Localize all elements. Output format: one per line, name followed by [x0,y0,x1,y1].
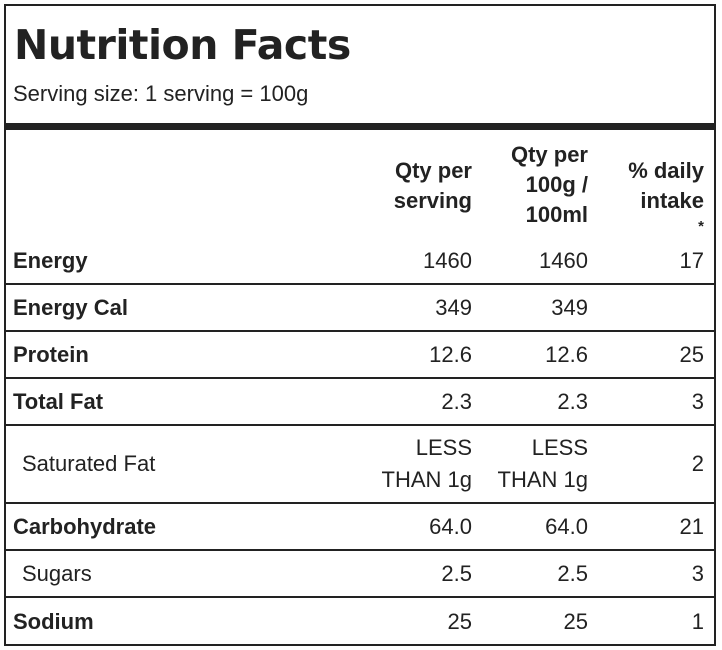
qty-per-serving-value: 12.6 [429,339,472,371]
nutrient-name: Sodium [13,609,94,634]
qty-per-100: 25 [564,598,588,646]
header-per-100-line: Qty per [510,142,588,167]
table-row: Sugars 2.5 2.5 3 [6,551,714,598]
qty-per-serving-line: THAN 1g [381,467,472,492]
table-row: Energy 1460 1460 17 [6,238,714,285]
qty-per-serving-value: LESS THAN 1g [382,432,472,496]
serving-size: Serving size: 1 serving = 100g [13,81,309,106]
qty-per-serving-line: 64.0 [429,513,472,539]
qty-per-serving-value: 349 [435,292,472,324]
qty-per-100-value: LESS THAN 1g [498,432,588,496]
qty-per-serving-value: 2.5 [441,558,472,590]
qty-per-100-line: 2.3 [557,388,588,414]
qty-per-100-line: 1460 [539,247,588,273]
table-row: Energy Cal 349 349 [6,285,714,332]
qty-per-100: 64.0 [545,504,588,549]
qty-per-100: 12.6 [545,332,588,377]
qty-per-100-line: 2.5 [557,560,588,586]
qty-per-serving-value: 64.0 [429,511,472,543]
qty-per-serving: 64.0 [429,504,472,549]
qty-per-100-value: 25 [564,606,588,638]
daily-intake: 1 [691,609,704,634]
header-daily-line: % daily [628,158,704,183]
header-daily-line: intake * [628,186,704,246]
qty-per-serving-line: 2.5 [441,560,472,586]
qty-per-serving-line: LESS [415,435,472,460]
qty-per-serving-line: 349 [435,294,472,320]
header-per-serving-line: Qty per [394,158,472,183]
qty-per-100-value: 349 [551,292,588,324]
qty-per-serving: 12.6 [429,332,472,377]
nutrient-name: Energy [13,247,88,273]
qty-per-100-line: 25 [563,609,588,634]
qty-per-100-value: 12.6 [545,339,588,371]
qty-per-100-value: 1460 [539,245,588,277]
header-per-serving-line: serving [393,188,472,213]
header-per-100-line: 100ml [525,202,588,227]
qty-per-serving-line: 12.6 [429,341,472,367]
qty-per-serving-value: 1460 [423,245,472,277]
nutrient-name: Saturated Fat [22,451,156,476]
qty-per-serving: 2.3 [441,379,472,424]
table-row: Carbohydrate 64.0 64.0 21 [6,504,714,551]
header-per-serving: Qty per serving [394,156,472,216]
table-row: Sodium 25 25 1 [6,598,714,646]
qty-per-100: 349 [551,285,588,330]
qty-per-100: 1460 [539,238,588,283]
header-per-100: Qty per 100g / 100ml [511,140,588,230]
qty-per-serving: LESS THAN 1g [382,426,472,502]
qty-per-serving-value: 25 [448,606,472,638]
nutrition-label: Nutrition Facts Serving size: 1 serving … [4,4,716,646]
qty-per-100-line: THAN 1g [497,467,588,492]
table-row: Protein 12.6 12.6 25 [6,332,714,379]
nutrient-name: Sugars [22,560,92,586]
nutrient-name: Protein [13,341,89,367]
qty-per-serving: 2.5 [441,551,472,596]
qty-per-100: 2.5 [557,551,588,596]
header-per-100-line: 100g / [525,172,588,197]
table-row: Saturated Fat LESS THAN 1g LESS THAN 1g 2 [6,426,714,504]
daily-footnote-mark: * [698,218,704,235]
qty-per-100: LESS THAN 1g [498,426,588,502]
qty-per-serving-line: 25 [447,609,472,634]
daily-intake: 3 [691,388,704,414]
qty-per-100-line: 12.6 [545,341,588,367]
nutrient-name: Total Fat [13,388,104,414]
qty-per-serving: 349 [435,285,472,330]
qty-per-100: 2.3 [557,379,588,424]
header-divider [6,123,714,130]
qty-per-100-line: 64.0 [545,513,588,539]
qty-per-100-value: 64.0 [545,511,588,543]
daily-intake: 21 [679,513,704,539]
qty-per-100-value: 2.5 [557,558,588,590]
qty-per-100-value: 2.3 [557,386,588,418]
daily-intake: 25 [679,341,704,367]
qty-per-serving: 25 [448,598,472,646]
qty-per-serving-value: 2.3 [441,386,472,418]
header-daily-intake: % daily intake * [628,156,704,246]
qty-per-serving: 1460 [423,238,472,283]
daily-intake: 17 [679,247,704,273]
header-daily-text: intake [640,188,704,213]
qty-per-100-line: 349 [551,294,588,320]
page-title: Nutrition Facts [14,21,351,69]
daily-intake: 3 [691,560,704,586]
table-row: Total Fat 2.3 2.3 3 [6,379,714,426]
qty-per-serving-line: 1460 [423,247,472,273]
qty-per-100-line: LESS [531,435,588,460]
qty-per-serving-line: 2.3 [441,388,472,414]
daily-intake: 2 [691,451,704,476]
nutrient-name: Energy Cal [13,294,128,320]
nutrient-name: Carbohydrate [13,513,157,539]
